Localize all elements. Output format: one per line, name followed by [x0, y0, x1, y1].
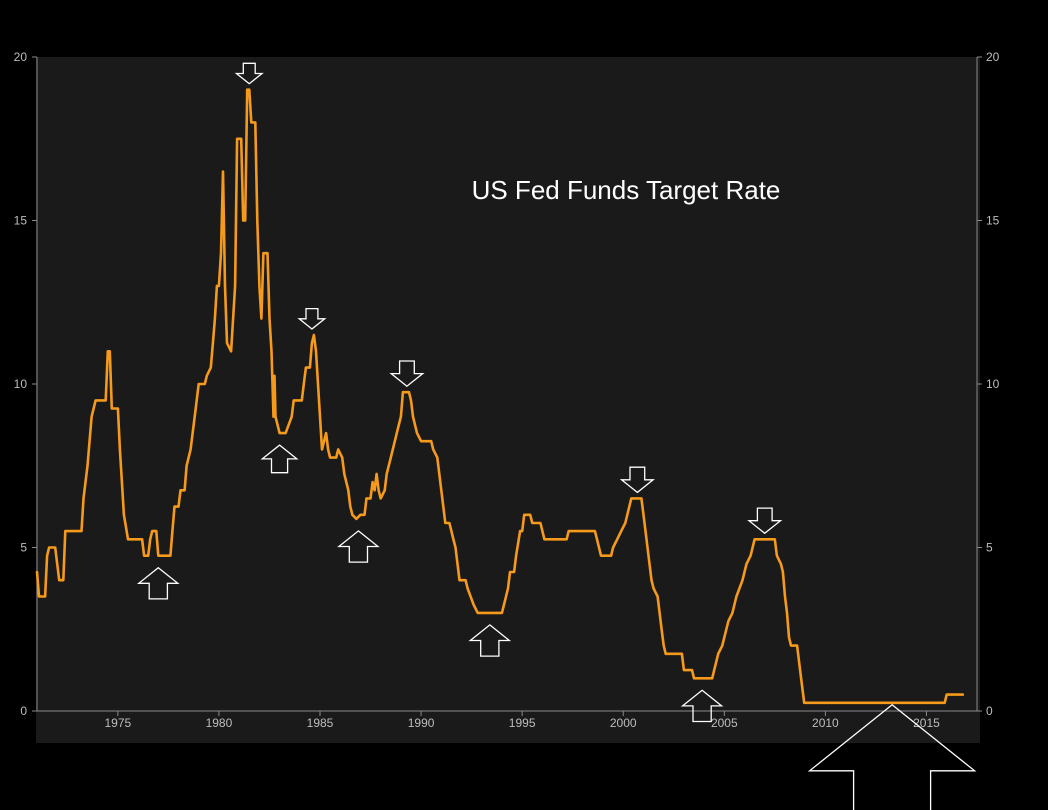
plot-background [36, 57, 980, 743]
right-y-tick-label: 0 [986, 704, 993, 718]
left-y-tick-group: 0 5 10 15 20 [14, 50, 37, 718]
x-tick-label: 1980 [206, 716, 233, 730]
right-y-tick-group: 0 5 10 15 20 [977, 50, 1000, 718]
x-tick-label: 1995 [509, 716, 536, 730]
up-arrow-annotation [680, 689, 724, 723]
up-arrow-annotation [136, 566, 180, 600]
left-y-tick-label: 10 [14, 377, 28, 391]
fed-funds-rate-line [35, 88, 965, 705]
x-tick-label: 2015 [913, 716, 940, 730]
left-y-tick-label: 15 [14, 214, 28, 228]
chart-title: US Fed Funds Target Rate [472, 175, 781, 205]
right-y-tick-label: 20 [986, 50, 1000, 64]
x-tick-label: 1975 [105, 716, 132, 730]
right-y-tick-label: 10 [986, 377, 1000, 391]
x-tick-label: 1990 [408, 716, 435, 730]
annotation-arrows [136, 62, 977, 810]
up-arrow-annotation [468, 624, 512, 657]
left-y-tick-label: 5 [20, 541, 27, 555]
left-y-tick-label: 0 [20, 704, 27, 718]
up-arrow-annotation [260, 444, 299, 474]
left-y-tick-label: 20 [14, 50, 28, 64]
x-tick-label: 2005 [711, 716, 738, 730]
down-arrow-annotation [747, 507, 783, 535]
up-arrow-annotation [337, 530, 380, 563]
down-arrow-annotation [297, 307, 327, 330]
up-arrow-annotation [807, 703, 977, 810]
down-arrow-annotation [234, 62, 264, 85]
x-tick-label: 1985 [307, 716, 334, 730]
x-tick-group: 1975 1980 1985 1990 1995 2000 2005 2010 2015 [105, 711, 940, 730]
x-tick-label: 2000 [610, 716, 637, 730]
down-arrow-annotation [389, 360, 425, 388]
right-y-tick-label: 15 [986, 214, 1000, 228]
right-y-tick-label: 5 [986, 541, 993, 555]
x-tick-label: 2010 [812, 716, 839, 730]
down-arrow-annotation [619, 466, 655, 494]
